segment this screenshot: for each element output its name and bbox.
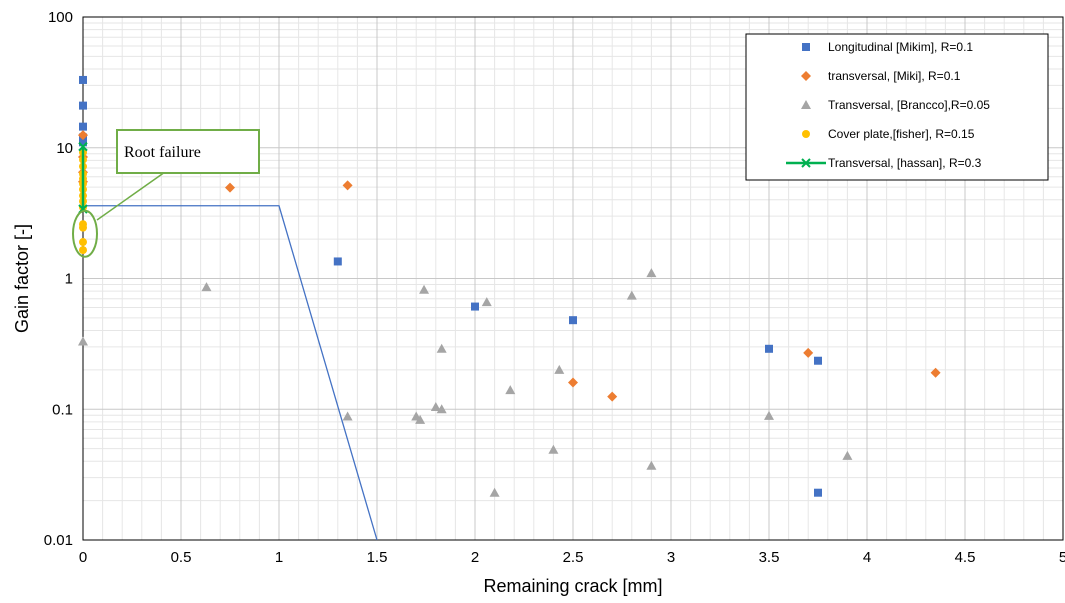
legend-label: Longitudinal [Mikim], R=0.1 <box>828 40 973 54</box>
legend-marker <box>802 43 810 51</box>
x-tick-label: 0 <box>79 549 87 566</box>
data-point <box>79 223 87 232</box>
data-point <box>79 238 87 247</box>
y-tick-label: 0.1 <box>52 401 73 418</box>
callout-box <box>116 129 260 174</box>
x-tick-label: 3.5 <box>759 549 780 566</box>
series-3 <box>78 268 853 497</box>
legend-marker <box>801 71 811 81</box>
data-point <box>646 268 657 278</box>
data-point <box>79 138 87 147</box>
data-point <box>419 284 430 294</box>
x-tick-labels: 0 0.5 1 1.5 2 2.5 3 3.5 4 4.5 5 <box>79 549 1065 566</box>
data-point <box>481 297 492 307</box>
data-point <box>342 411 353 421</box>
legend-item-2: transversal, [Miki], R=0.1 <box>801 69 961 83</box>
legend-item-3: Transversal, [Brancco],R=0.05 <box>801 98 990 112</box>
data-point <box>201 282 212 292</box>
y-tick-label: 100 <box>48 9 73 26</box>
root-failure-callout: Root failure <box>72 129 260 258</box>
data-markers <box>78 75 941 497</box>
callout-leader-line <box>96 171 166 221</box>
data-point <box>78 130 88 141</box>
reference-line <box>83 205 378 541</box>
data-point <box>436 343 447 353</box>
legend: Longitudinal [Mikim], R=0.1 transversal, … <box>745 33 1049 181</box>
y-tick-label: 10 <box>56 140 73 157</box>
legend-marker <box>801 100 811 109</box>
data-point <box>471 302 479 311</box>
x-tick-label: 4.5 <box>955 549 976 566</box>
x-tick-label: 0.5 <box>171 549 192 566</box>
legend-label: Cover plate,[fisher], R=0.15 <box>828 127 975 141</box>
y-tick-label: 1 <box>65 271 73 288</box>
data-point <box>489 487 500 497</box>
data-point <box>436 404 447 414</box>
callout-label: Root failure <box>124 144 201 161</box>
data-point <box>78 141 88 152</box>
data-point <box>79 101 87 110</box>
x-tick-label: 2 <box>471 549 479 566</box>
legend-marker <box>801 158 811 168</box>
data-point <box>803 347 814 358</box>
x-tick-label: 5 <box>1059 549 1065 566</box>
legend-label: Transversal, [Brancco],R=0.05 <box>828 98 990 112</box>
legend-item-1: Longitudinal [Mikim], R=0.1 <box>802 40 973 54</box>
x-tick-label: 4 <box>863 549 871 566</box>
data-point <box>548 444 559 454</box>
y-tick-labels: 0.01 0.1 1 10 100 <box>44 9 73 549</box>
data-point <box>225 182 235 193</box>
x-tick-label: 1 <box>275 549 283 566</box>
data-point <box>505 385 516 395</box>
x-marker-stroke <box>801 158 811 168</box>
legend-marker <box>802 130 810 138</box>
x-marker-stroke <box>78 141 88 152</box>
data-point <box>79 75 87 84</box>
y-tick-label: 0.01 <box>44 532 73 549</box>
plot-area <box>82 16 1064 541</box>
legend-box <box>745 33 1049 181</box>
data-point <box>430 402 441 412</box>
data-point <box>79 122 87 131</box>
legend-label: transversal, [Miki], R=0.1 <box>828 69 961 83</box>
data-point <box>342 180 353 191</box>
x-tick-label: 3 <box>667 549 675 566</box>
legend-item-5: Transversal, [hassan], R=0.3 <box>786 156 982 170</box>
y-axis-title: Gain factor [-] <box>12 224 32 333</box>
data-point <box>78 336 88 346</box>
data-point <box>646 460 657 470</box>
data-point <box>626 290 637 300</box>
data-point <box>607 391 618 402</box>
data-point <box>333 257 342 266</box>
data-point <box>554 364 565 374</box>
data-point <box>814 488 822 497</box>
data-point <box>569 316 577 325</box>
legend-label: Transversal, [hassan], R=0.3 <box>828 156 982 170</box>
data-point <box>930 367 941 378</box>
x-axis-title: Remaining crack [mm] <box>483 576 662 596</box>
data-point <box>79 246 87 255</box>
data-point <box>415 414 426 424</box>
data-point <box>765 344 773 353</box>
x-tick-label: 1.5 <box>367 549 388 566</box>
legend-item-4: Cover plate,[fisher], R=0.15 <box>802 127 975 141</box>
callout-ellipse <box>72 209 98 258</box>
data-point <box>814 356 822 365</box>
x-tick-label: 2.5 <box>563 549 584 566</box>
reference-lines <box>83 205 378 541</box>
data-point <box>764 410 774 420</box>
data-point <box>568 377 578 388</box>
data-point <box>842 450 853 460</box>
